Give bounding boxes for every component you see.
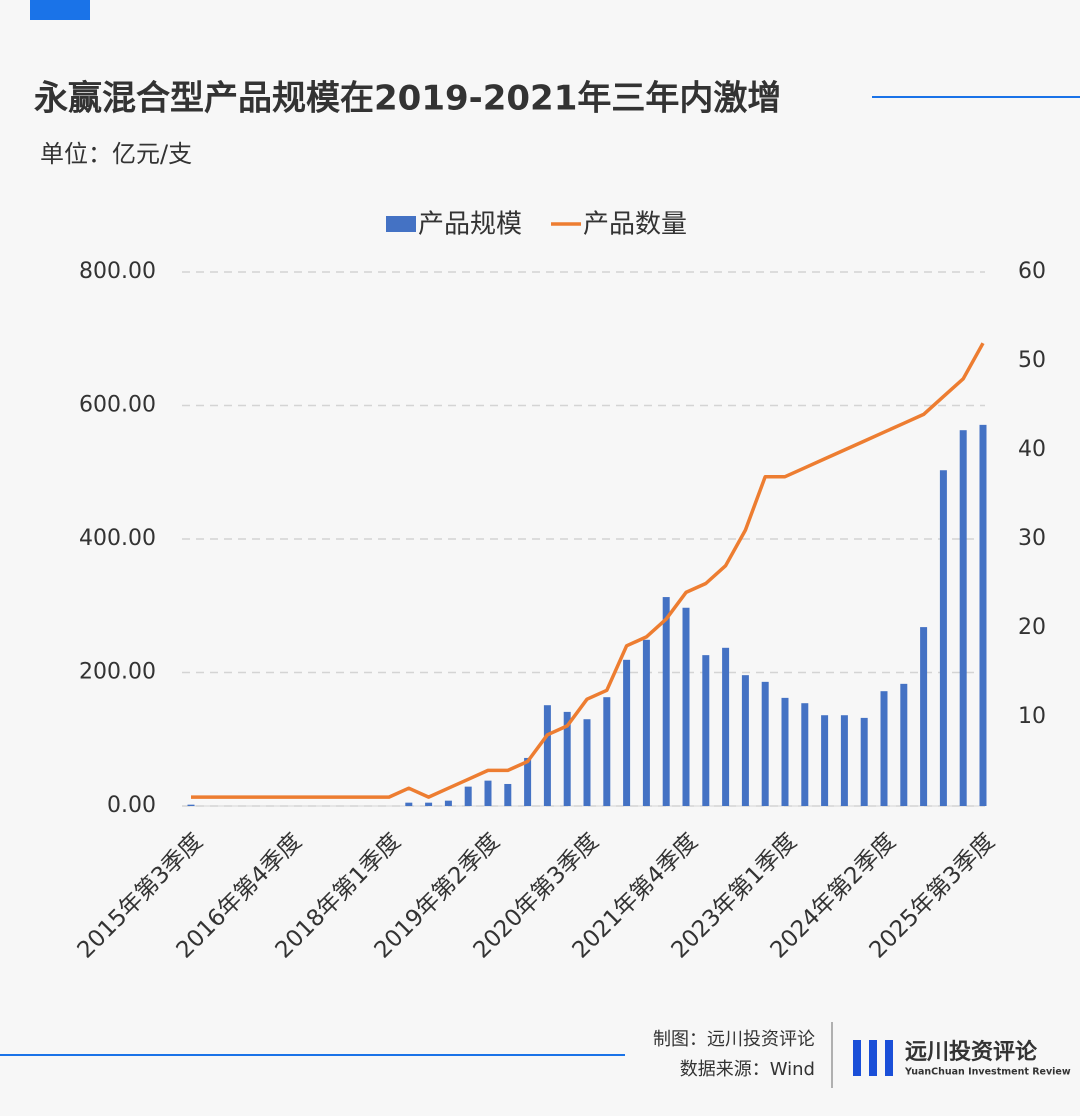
y-tick-label: 0.00 [107, 793, 156, 818]
legend-swatch [386, 216, 416, 232]
bar [464, 786, 472, 806]
y2-tick-label: 30 [1018, 526, 1046, 551]
bar [405, 802, 413, 806]
bar [425, 802, 433, 806]
bar [444, 800, 452, 806]
accent-block [30, 0, 90, 20]
source: 数据来源：Wind [680, 1059, 815, 1080]
y2-tick-label: 60 [1018, 259, 1046, 284]
unit-label: 单位：亿元/支 [40, 140, 192, 168]
bar [623, 659, 631, 806]
bar [583, 719, 591, 806]
bar [781, 697, 789, 806]
y-tick-label: 400.00 [79, 526, 156, 551]
logo-bar [885, 1040, 893, 1076]
y2-tick-label: 20 [1018, 615, 1046, 640]
bar [543, 705, 551, 806]
bar [939, 470, 947, 806]
bar [563, 711, 571, 806]
brand: 远川投资评论 [905, 1039, 1038, 1065]
y2-tick-label: 50 [1018, 348, 1046, 373]
y2-tick-label: 40 [1018, 437, 1046, 462]
y2-tick-label: 10 [1018, 704, 1046, 729]
bar [662, 597, 670, 806]
bar [682, 607, 690, 806]
bar [761, 681, 769, 806]
bar [504, 783, 512, 806]
y-tick-label: 200.00 [79, 660, 156, 685]
bar [880, 691, 888, 806]
logo [853, 1040, 893, 1076]
bar [187, 804, 195, 806]
bar [860, 717, 868, 806]
legend-label: 产品规模 [418, 210, 522, 240]
y-tick-label: 800.00 [79, 259, 156, 284]
logo-bar [853, 1040, 861, 1076]
logo-bar [869, 1040, 877, 1076]
bar [722, 647, 730, 806]
bar [484, 780, 492, 806]
bar [821, 715, 829, 806]
credit: 制图：远川投资评论 [653, 1029, 815, 1050]
line [191, 342, 985, 799]
bar [642, 639, 650, 806]
bar [920, 627, 928, 806]
bar [702, 655, 710, 806]
bar [603, 697, 611, 806]
brand-en: YuanChuan Investment Review [904, 1067, 1071, 1078]
bar [840, 715, 848, 806]
bar [801, 703, 809, 806]
bar [900, 683, 908, 806]
bar [979, 424, 987, 806]
chart-title: 永赢混合型产品规模在2019-2021年三年内激增 [34, 79, 781, 119]
y-tick-label: 600.00 [79, 393, 156, 418]
legend-label: 产品数量 [583, 210, 687, 240]
bar [524, 757, 532, 806]
bar [959, 430, 967, 806]
bar [741, 675, 749, 806]
